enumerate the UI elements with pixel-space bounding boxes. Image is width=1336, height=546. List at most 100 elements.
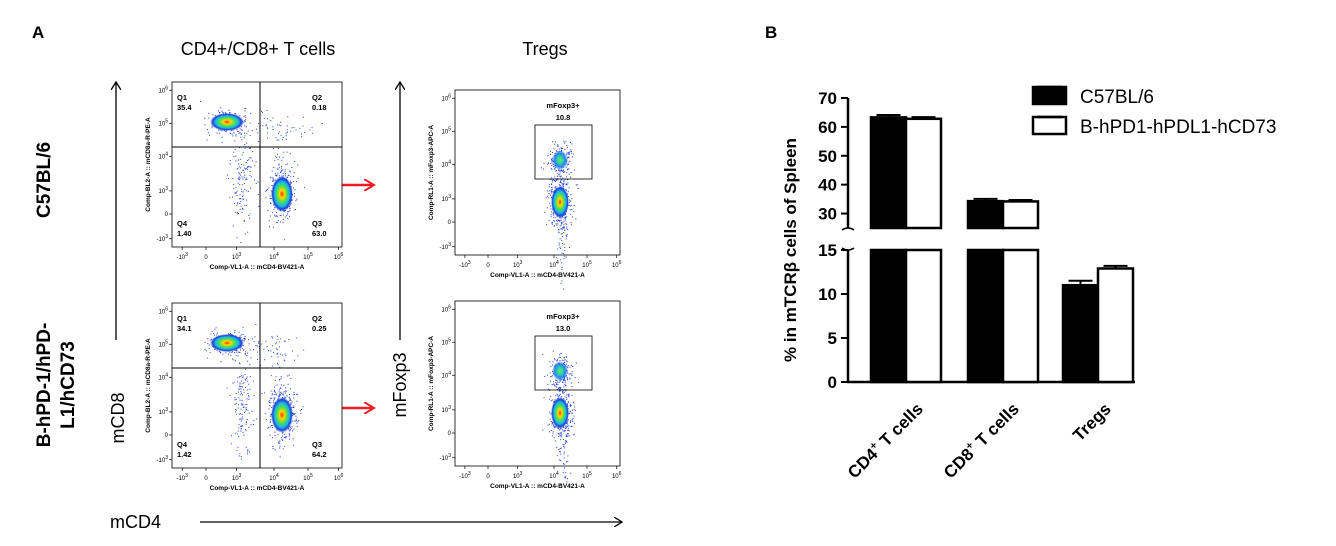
bar	[1001, 200, 1040, 230]
quadrant-label: Q4	[177, 219, 188, 228]
plot-y-label: Comp-BL2-A :: mCD8a-R-PE-A	[145, 338, 152, 433]
bar	[966, 199, 1005, 230]
density-blob	[210, 113, 244, 131]
y-tick-label: 106	[442, 93, 452, 102]
bar	[1001, 248, 1040, 384]
gate-label: mFoxp3+	[546, 101, 580, 110]
foxp3-gate	[534, 124, 593, 180]
y-tick-label: 103	[159, 186, 169, 195]
y-tick-label: 105	[159, 339, 169, 348]
plot-x-label: Comp-VL1-A :: mCD4-BV421-A	[210, 264, 305, 271]
x-tick-label: 105	[303, 252, 313, 261]
quadrant-label: Q3	[312, 219, 322, 228]
y-tick-label: 40	[818, 176, 837, 195]
x-tick-label: 105	[303, 473, 313, 482]
density-blob	[552, 361, 568, 381]
category-label: Tregs	[1069, 399, 1115, 445]
treg-plot: -103 0 103 104 105 106 106 105 104 103 0 -103 Comp-V…	[428, 300, 622, 490]
gate-label: mFoxp3+	[546, 312, 580, 321]
col-title-tregs: Tregs	[522, 39, 567, 59]
y-tick-label: 103	[159, 407, 169, 416]
row-label-c57: C57BL/6	[34, 142, 55, 218]
density-blob	[551, 397, 569, 429]
bar	[1061, 283, 1100, 384]
plot-x-label: Comp-VL1-A :: mCD4-BV421-A	[490, 272, 585, 279]
legend: C57BL/6 B-hPD1-hPDL1-hCD73	[1031, 85, 1276, 138]
x-tick-label: 105	[582, 471, 592, 480]
y-axis-mfoxp3: mFoxp3	[390, 352, 410, 417]
quadrant-value: 34.1	[177, 324, 192, 333]
bar-group-item	[1061, 279, 1100, 384]
plot-frame	[454, 89, 621, 256]
panel-b: B % in mTCRβ cells of Spleen 0 5 10 15 30 40 5…	[765, 23, 1276, 482]
y-tick-label: 0	[448, 431, 452, 437]
y-tick-label: 0	[828, 373, 837, 392]
quadrant-value: 0.18	[312, 103, 327, 112]
y-tick-label: -103	[440, 453, 452, 462]
bar	[966, 248, 1005, 384]
y-tick-label: 105	[159, 118, 169, 127]
category-label: CD4+ T cells	[843, 399, 927, 483]
density-blob	[210, 334, 244, 352]
plot-x-label: Comp-VL1-A :: mCD4-BV421-A	[490, 483, 585, 490]
x-tick-label: -103	[176, 252, 188, 261]
x-tick-label: 104	[269, 473, 279, 482]
y-tick-label: 70	[818, 89, 837, 108]
quadrant-value: 1.40	[177, 229, 192, 238]
y-tick-label: 104	[159, 372, 169, 381]
quadrant-label: Q4	[177, 440, 188, 449]
quadrant-value: 1.42	[177, 450, 192, 459]
quadrant-plot: -103 0 103 104 105 106 106 105 104 103 0 -103 Comp-V…	[145, 81, 344, 271]
x-tick-label: -103	[459, 471, 471, 480]
y-tick-label: 15	[818, 241, 837, 260]
y-tick-label: 106	[159, 306, 169, 315]
y-tick-label: 104	[442, 370, 452, 379]
quadrant-label: Q3	[312, 440, 322, 449]
quadrant-label: Q2	[312, 314, 322, 323]
y-axis-mcd8: mCD8	[108, 392, 128, 443]
plot-frame	[171, 302, 343, 469]
density-blob	[271, 397, 293, 433]
quadrant-value: 0.25	[312, 324, 327, 333]
x-tick-label: 105	[582, 260, 592, 269]
legend-swatch	[1031, 85, 1068, 106]
quadrant-plot: -103 0 103 104 105 106 106 105 104 103 0 -103 Comp-V…	[145, 302, 344, 492]
quadrant-value: 63.0	[312, 229, 327, 238]
density-blob	[552, 150, 568, 170]
y-tick-label: 0	[448, 220, 452, 226]
event-dots	[223, 109, 323, 142]
y-tick-label: 50	[818, 147, 837, 166]
x-tick-label: -103	[176, 473, 188, 482]
legend-label: C57BL/6	[1080, 87, 1154, 108]
y-tick-label: -103	[440, 242, 452, 251]
bar-group-item	[869, 114, 908, 384]
x-tick-label: 106	[612, 471, 622, 480]
y-tick-label: 5	[828, 329, 837, 348]
quadrant-label: Q2	[312, 93, 322, 102]
y-tick-label: 104	[442, 159, 452, 168]
panel-a-label: A	[32, 23, 44, 42]
legend-swatch	[1031, 115, 1068, 136]
row-label-hpd-2: L1/hCD73	[58, 341, 79, 429]
y-tick-label: 30	[818, 205, 837, 224]
x-tick-label: 0	[486, 263, 490, 269]
x-tick-label: 0	[486, 474, 490, 480]
row-label-hpd-1: B-hPD-1/hPD-	[34, 323, 55, 448]
quadrant-label: Q1	[177, 93, 187, 102]
x-tick-label: 106	[612, 260, 622, 269]
x-tick-label: 103	[513, 471, 523, 480]
y-tick-label: 104	[159, 151, 169, 160]
bar	[904, 248, 943, 384]
col-title-cd4cd8: CD4+/CD8+ T cells	[181, 39, 335, 59]
y-tick-label: 60	[818, 118, 837, 137]
x-tick-label: 0	[204, 255, 208, 261]
y-tick-label: 106	[159, 85, 169, 94]
plot-y-label: Comp-RL1-A :: mFoxp3-APC-A	[428, 336, 435, 431]
category-label: CD8+ T cells	[939, 399, 1023, 483]
x-tick-label: 104	[269, 252, 279, 261]
bar-group-item	[966, 197, 1005, 384]
bar	[869, 116, 908, 230]
x-tick-label: 104	[549, 260, 559, 269]
